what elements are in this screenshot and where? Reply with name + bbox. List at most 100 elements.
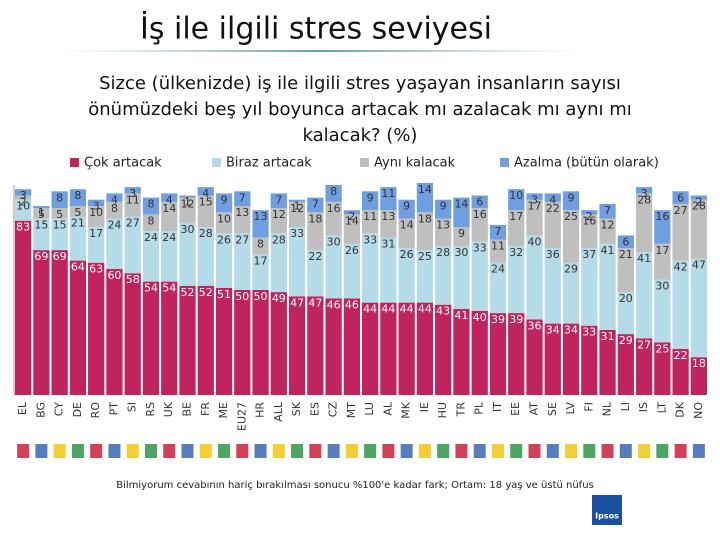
x-tick-label: AT [528, 402, 541, 416]
data-label: 36 [546, 248, 560, 261]
data-label: 3 [641, 187, 648, 200]
data-label: 27 [637, 338, 651, 351]
bar-segment [69, 216, 87, 261]
data-label: 52 [199, 286, 213, 299]
flag [565, 444, 578, 458]
data-label: 3 [531, 193, 538, 206]
data-label: 18 [308, 212, 322, 225]
x-tick-label: BE [181, 402, 194, 417]
data-label: 24 [144, 231, 158, 244]
data-label: 8 [147, 214, 154, 227]
bar-segment [398, 218, 415, 248]
data-label: 32 [509, 246, 523, 259]
bar-segment [106, 201, 123, 219]
footnote: Bilmiyorum cevabının hariç bırakılması s… [116, 480, 594, 491]
data-label: 3 [20, 189, 27, 202]
bar-segment [307, 212, 324, 251]
bar-segment [416, 212, 434, 251]
data-label: 44 [418, 303, 432, 316]
bar-segment [380, 302, 397, 395]
flag [619, 444, 632, 458]
bar-segment [526, 319, 543, 395]
x-tick-label: BG [34, 402, 47, 418]
data-label: 7 [239, 191, 246, 204]
data-label: 40 [528, 235, 542, 248]
legend-label: Azalma (bütün olarak) [514, 156, 659, 171]
data-label: 14 [418, 183, 432, 196]
bar-segment [142, 281, 160, 395]
data-label: 47 [308, 296, 322, 309]
data-label: 24 [491, 263, 505, 276]
data-label: 5 [38, 208, 45, 221]
bar-segment [343, 214, 360, 244]
bar-segment [672, 348, 689, 395]
data-label: 4 [549, 193, 556, 206]
x-tick-label: LT [655, 402, 668, 414]
x-tick-label: LV [564, 402, 577, 415]
data-label: 29 [619, 334, 633, 347]
bar-segment [380, 237, 397, 303]
data-label: 33 [582, 326, 596, 339]
data-label: 7 [312, 198, 319, 211]
flag [309, 444, 322, 458]
bar-segment [398, 302, 415, 395]
x-tick-label: SI [126, 402, 139, 412]
flag [491, 444, 504, 458]
data-label: 46 [327, 298, 341, 311]
flag [17, 444, 30, 458]
bar-segment [234, 290, 251, 395]
flag [638, 444, 651, 458]
bar-segment [562, 191, 580, 211]
x-tick-label: ME [217, 402, 230, 418]
bar-segment [33, 208, 50, 219]
bar-segment [15, 189, 32, 196]
data-label: 18 [692, 357, 706, 370]
data-label: 30 [181, 223, 195, 236]
flag [272, 444, 285, 458]
data-label: 47 [692, 259, 706, 272]
data-label: 1 [184, 196, 191, 209]
data-label: 33 [363, 233, 377, 246]
bar-segment [690, 258, 707, 358]
flag [108, 444, 121, 458]
data-label: 14 [162, 202, 176, 215]
legend-swatch [500, 158, 509, 167]
bar-segment [161, 231, 178, 282]
data-label: 27 [674, 204, 688, 217]
bar-segment [526, 199, 543, 236]
flag [674, 444, 687, 458]
bar-segment [252, 254, 269, 290]
bar-segment [416, 182, 434, 213]
bar-segment [307, 296, 324, 395]
bar-segment [33, 250, 50, 395]
bar-segment [161, 201, 178, 232]
bar-segment [416, 302, 434, 395]
data-label: 13 [254, 210, 268, 223]
x-tick-label: SK [290, 401, 303, 416]
legend-label: Çok artacak [84, 156, 162, 171]
data-label: 26 [217, 233, 231, 246]
x-tick-label: MK [400, 401, 413, 418]
bar-segment [453, 227, 470, 246]
data-label: 69 [53, 250, 67, 263]
x-tick-label: NL [601, 401, 614, 416]
bar-segment [635, 187, 653, 194]
bar-segment [69, 260, 87, 395]
bar-segment [654, 243, 671, 280]
bar-segment [33, 206, 50, 209]
x-tick-label: EE [509, 402, 522, 416]
bar-segment [252, 237, 269, 255]
data-label: 4 [111, 193, 118, 206]
bar-segment [142, 231, 160, 282]
bar-segment [581, 210, 598, 215]
x-tick-label: MT [345, 402, 358, 418]
bar-segment [197, 285, 214, 395]
data-label: 10 [16, 200, 30, 213]
bar-segment [124, 216, 141, 274]
data-label: 34 [546, 324, 560, 337]
flags [17, 444, 705, 458]
data-label: 6 [476, 196, 483, 209]
bar-segment [234, 206, 251, 234]
data-label: 30 [655, 280, 669, 293]
data-label: 22 [308, 250, 322, 263]
